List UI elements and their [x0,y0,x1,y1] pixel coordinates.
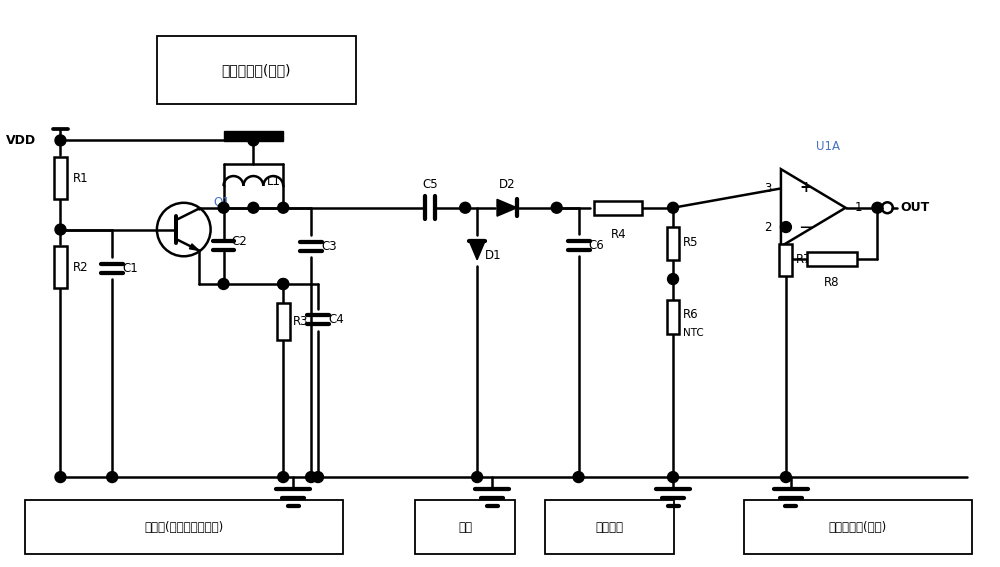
Circle shape [551,202,562,213]
Circle shape [248,135,259,146]
Text: R7: R7 [796,253,811,266]
Circle shape [278,278,289,289]
Text: OUT: OUT [900,201,930,214]
Text: NTC: NTC [683,328,704,337]
Circle shape [55,135,66,146]
Text: R5: R5 [683,236,698,249]
Text: R1: R1 [72,172,88,184]
Text: 检波: 检波 [458,521,472,534]
FancyBboxPatch shape [545,500,674,555]
Circle shape [248,202,259,213]
Bar [594,201,642,215]
Circle shape [780,222,791,232]
FancyBboxPatch shape [157,36,356,104]
Circle shape [218,202,229,213]
Text: D1: D1 [485,249,502,262]
FancyBboxPatch shape [415,500,515,555]
Circle shape [668,274,679,285]
Circle shape [668,202,679,213]
Polygon shape [189,244,199,250]
Circle shape [278,278,289,289]
Text: L1: L1 [267,175,281,188]
Bar [54,247,67,288]
Circle shape [107,472,118,483]
Text: C1: C1 [122,261,138,274]
Circle shape [573,472,584,483]
Polygon shape [497,200,517,216]
Text: 温度补偿: 温度补偿 [595,521,623,534]
Text: R8: R8 [824,276,839,289]
Text: Q1: Q1 [214,195,230,208]
FancyBboxPatch shape [744,500,972,555]
Polygon shape [469,241,485,260]
Text: R2: R2 [72,261,88,274]
Text: 2: 2 [764,221,772,234]
Text: VDD: VDD [6,134,36,147]
Text: U1A: U1A [816,140,840,153]
Circle shape [278,472,289,483]
Circle shape [278,202,289,213]
Circle shape [218,278,229,289]
Circle shape [306,472,317,483]
Bar [779,244,792,276]
FancyBboxPatch shape [25,500,343,555]
Bar [224,131,283,141]
Text: 1: 1 [855,201,862,214]
Bar [667,300,679,333]
Circle shape [668,472,679,483]
Text: −: − [798,218,813,236]
Text: C4: C4 [328,313,344,326]
Circle shape [472,472,483,483]
Text: +: + [799,180,812,196]
Circle shape [780,472,791,483]
Circle shape [460,202,471,213]
Text: C5: C5 [423,178,438,191]
Text: R6: R6 [683,308,699,321]
Text: 电涡流线圈(探头): 电涡流线圈(探头) [222,63,291,77]
Text: 3: 3 [764,182,772,195]
Polygon shape [781,169,846,247]
Text: R4: R4 [611,227,626,240]
Text: C3: C3 [321,240,337,253]
Bar [54,157,67,199]
Circle shape [313,472,323,483]
Text: 输出缓冲级(运放): 输出缓冲级(运放) [829,521,887,534]
Text: R3: R3 [293,315,309,328]
Circle shape [872,202,883,213]
Text: C6: C6 [589,239,604,252]
Bar [277,303,290,340]
Circle shape [55,224,66,235]
Bar [667,227,679,260]
Text: 振荡器(电涡流产生部分): 振荡器(电涡流产生部分) [144,521,223,534]
Bar [807,252,857,266]
Text: D2: D2 [499,178,515,191]
Circle shape [55,472,66,483]
Text: C2: C2 [232,235,247,248]
